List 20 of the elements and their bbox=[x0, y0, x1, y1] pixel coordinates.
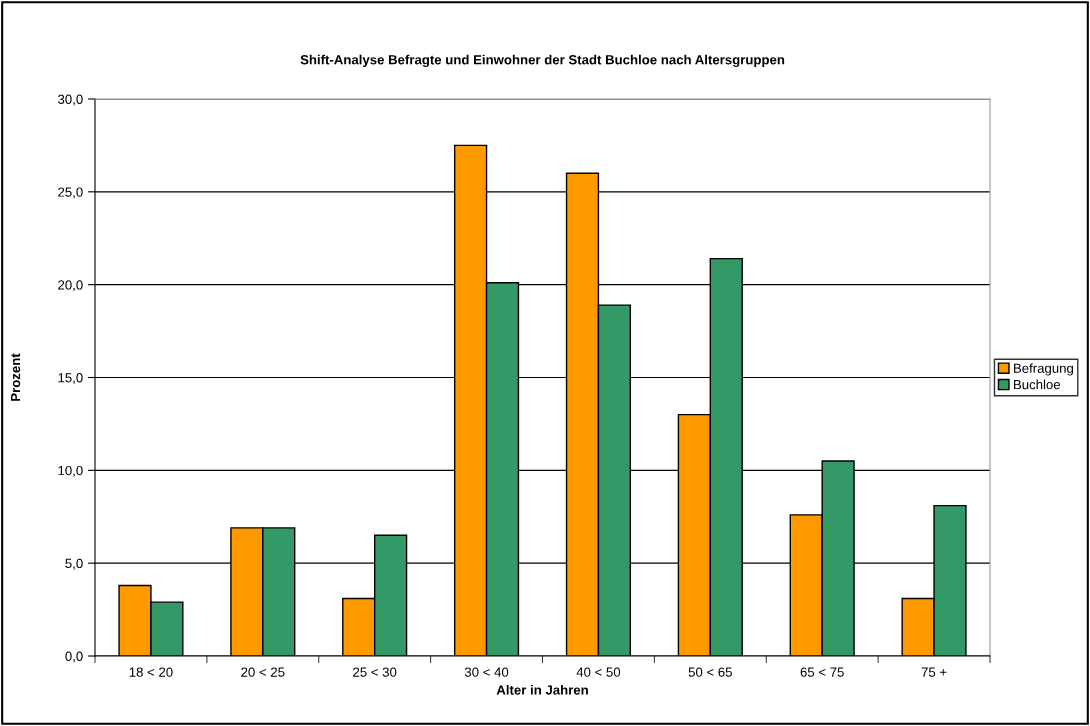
x-tick-label: 25 < 30 bbox=[353, 667, 397, 677]
x-tick-label: 75 + bbox=[921, 667, 947, 677]
y-tick-label: 5,0 bbox=[65, 558, 83, 570]
x-axis-title: Alter in Jahren bbox=[496, 684, 588, 695]
x-tick-label: 65 < 75 bbox=[800, 667, 844, 677]
x-tick-label: 20 < 25 bbox=[241, 667, 285, 677]
y-tick-label: 10,0 bbox=[58, 465, 83, 477]
y-tick-label: 0,0 bbox=[65, 651, 83, 663]
x-tick-label: 40 < 50 bbox=[576, 667, 621, 677]
y-tick-label: 25,0 bbox=[58, 187, 83, 199]
x-tick-label: 50 < 65 bbox=[688, 667, 732, 677]
legend-label: Befragung bbox=[1014, 363, 1073, 376]
chart-title: Shift-Analyse Befragte und Einwohner der Stadt Buchloe nach Altersgruppen bbox=[300, 54, 785, 68]
y-tick-label: 20,0 bbox=[58, 280, 83, 292]
legend-label: Buchloe bbox=[1014, 379, 1061, 390]
x-tick-label: 18 < 20 bbox=[129, 667, 173, 677]
x-tick-label: 30 < 40 bbox=[464, 667, 509, 677]
y-tick-label: 15,0 bbox=[58, 373, 83, 384]
y-axis-title: Prozent bbox=[10, 353, 21, 401]
y-tick-label: 30,0 bbox=[58, 94, 83, 106]
